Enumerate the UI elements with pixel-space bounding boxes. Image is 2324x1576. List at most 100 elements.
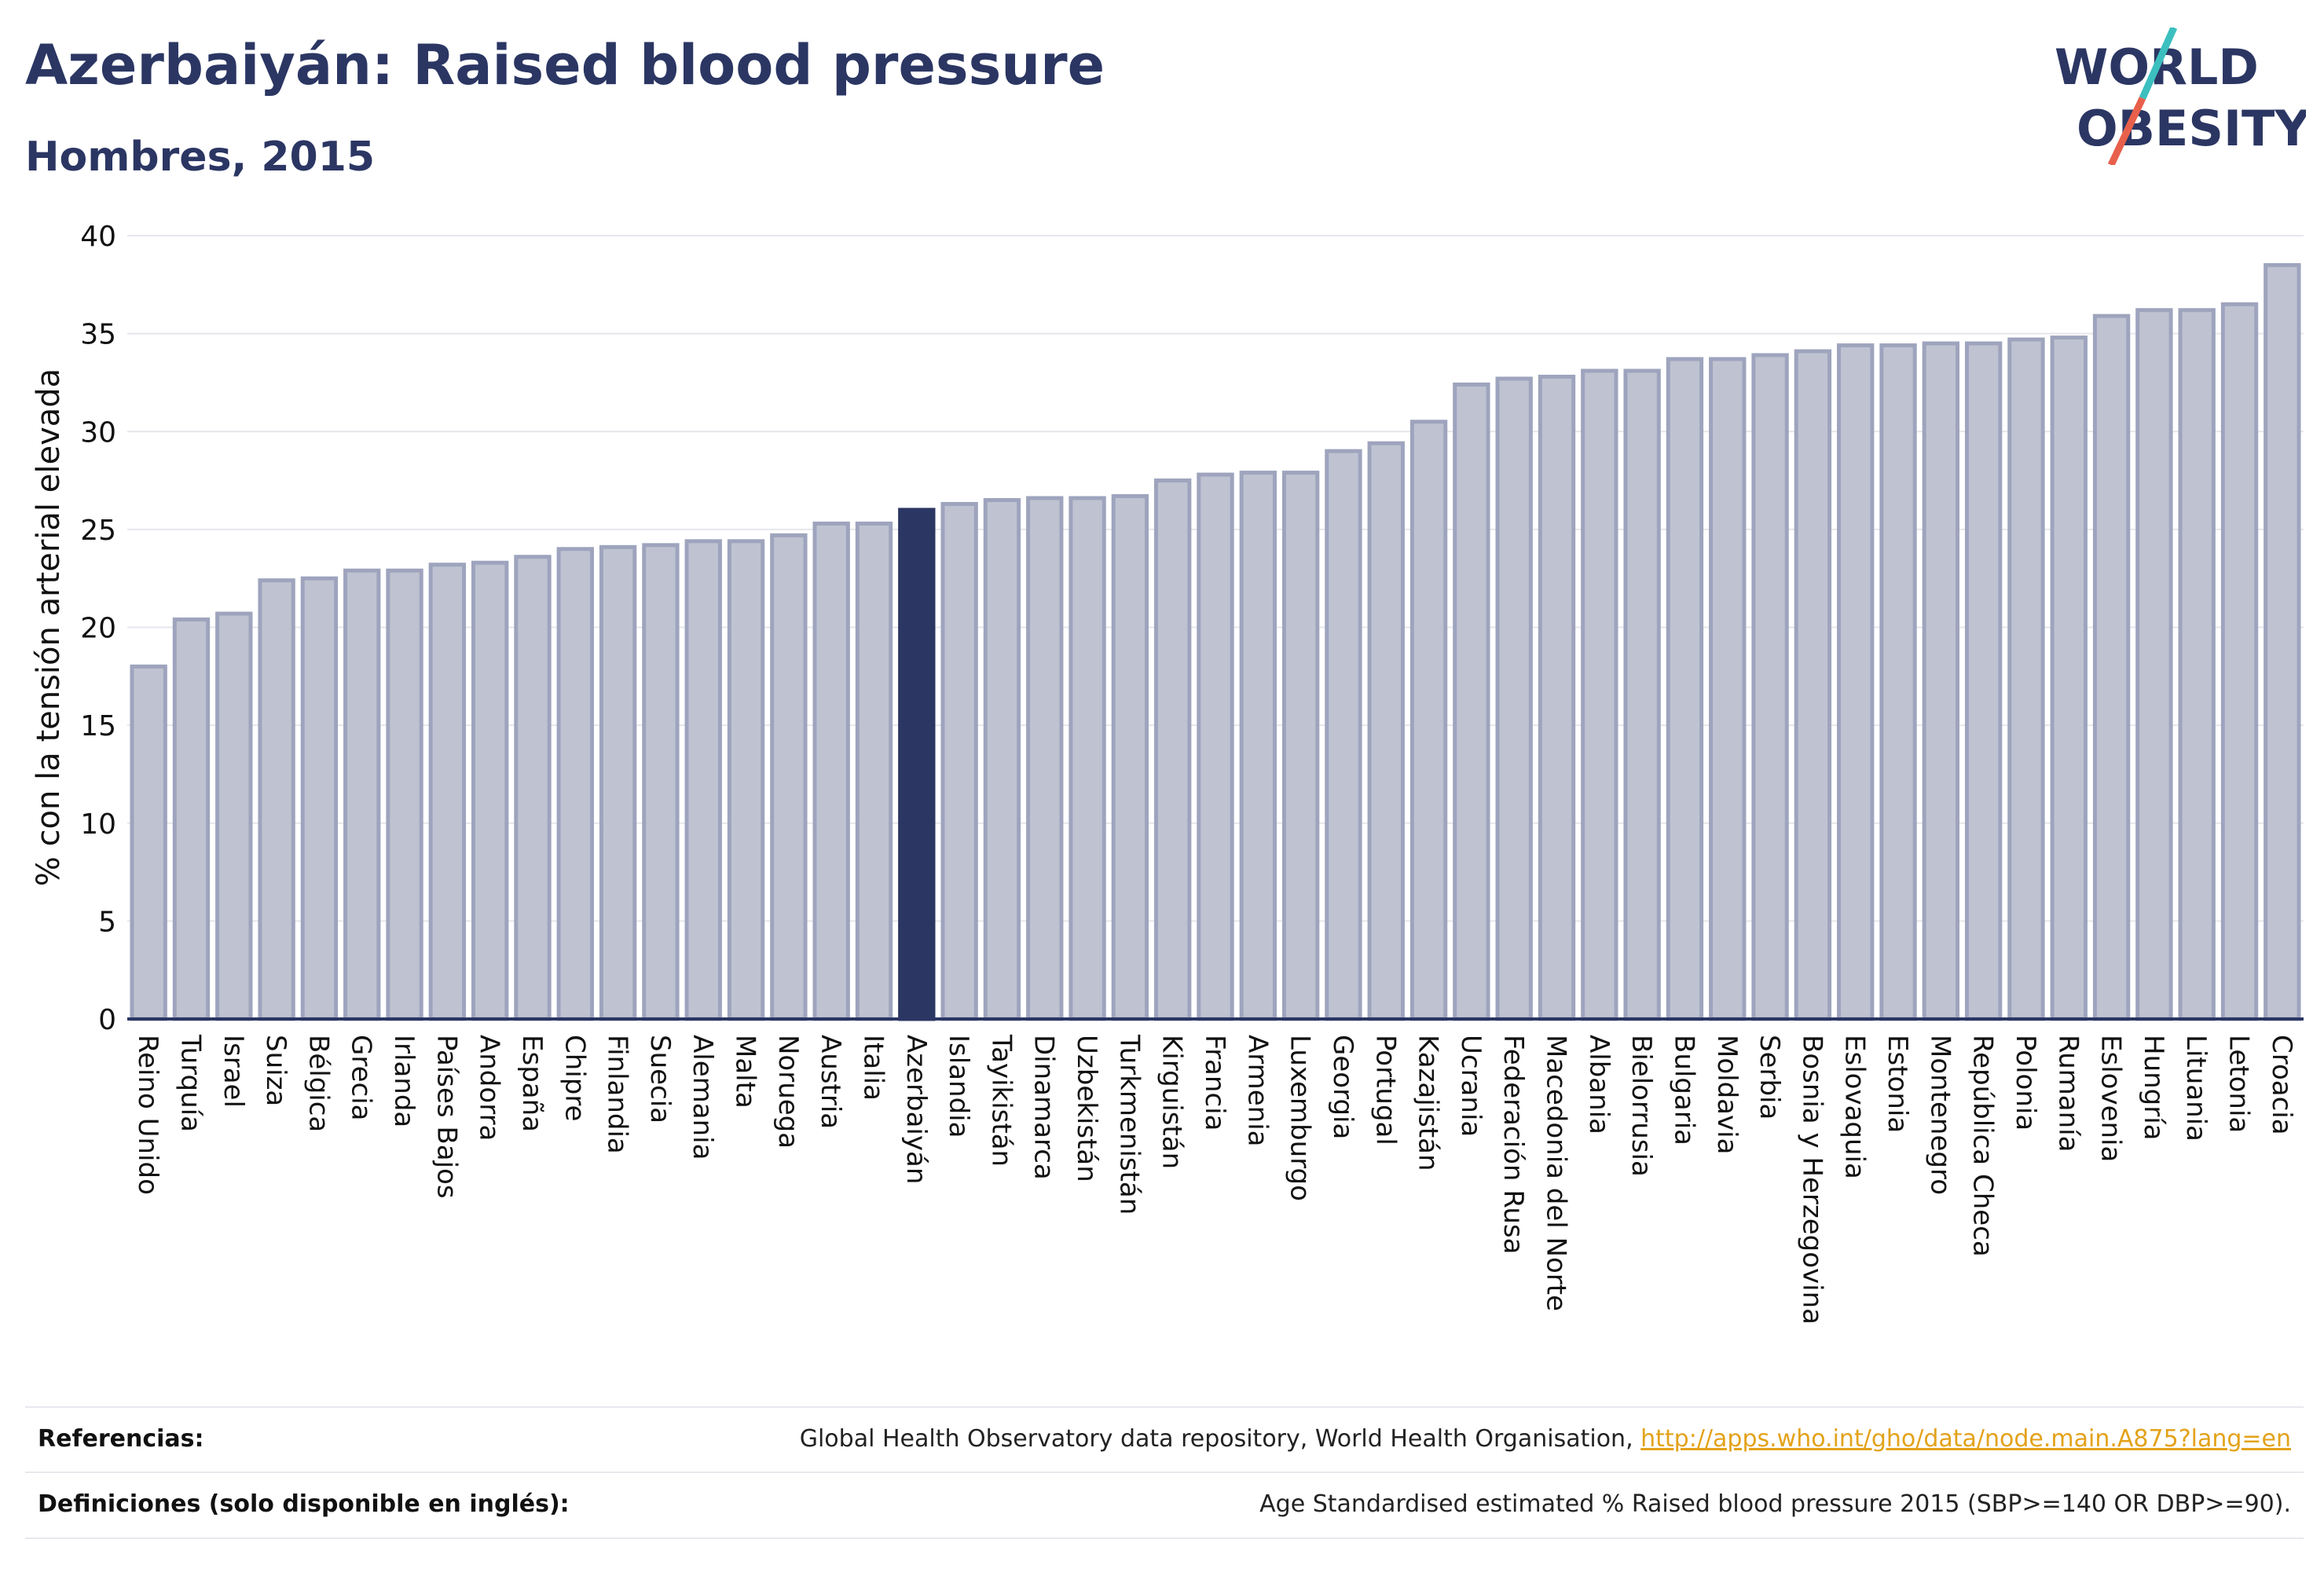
bar-polonia[interactable] — [2007, 337, 2045, 1021]
bar-eslovaquia[interactable] — [1837, 343, 1875, 1021]
bar-italia[interactable] — [855, 521, 893, 1021]
world-obesity-logo: WORLD OBESITY — [2055, 27, 2306, 165]
bar-letonia[interactable] — [2220, 302, 2259, 1021]
x-tick-label: Luxemburgo — [1285, 1035, 1316, 1201]
x-tick-label: Noruega — [772, 1035, 804, 1149]
x-tick-label: Austria — [815, 1035, 846, 1129]
y-tick-label: 10 — [80, 808, 116, 841]
bar-noruega[interactable] — [770, 533, 808, 1021]
x-tick-label: Montenegro — [1924, 1035, 1956, 1195]
bar-kazajistán[interactable] — [1409, 420, 1448, 1021]
bar-islandia[interactable] — [940, 501, 978, 1021]
y-tick-label: 35 — [80, 319, 116, 351]
x-tick-label: Armenia — [1241, 1035, 1273, 1147]
x-tick-label: Hungría — [2138, 1035, 2169, 1141]
x-tick-label: Dinamarca — [1028, 1035, 1060, 1180]
bar-suecia[interactable] — [642, 543, 680, 1021]
bar-bosnia-y-herzegovina[interactable] — [1794, 349, 1832, 1021]
x-tick-label: España — [516, 1035, 548, 1132]
bar-chipre[interactable] — [556, 547, 594, 1021]
bar-lituania[interactable] — [2178, 308, 2216, 1021]
x-tick-label: Islandia — [943, 1035, 974, 1138]
bar-españa[interactable] — [514, 555, 552, 1021]
bar-portugal[interactable] — [1367, 441, 1405, 1021]
bar-macedonia-del-norte[interactable] — [1538, 374, 1576, 1021]
x-tick-label: Suecia — [644, 1035, 676, 1123]
bar-moldavia[interactable] — [1709, 357, 1747, 1021]
bar-uzbekistán[interactable] — [1069, 496, 1106, 1021]
references-text: Global Health Observatory data repositor… — [800, 1425, 2291, 1453]
references-link[interactable]: http://apps.who.int/gho/data/node.main.A… — [1640, 1425, 2291, 1453]
bar-ucrania[interactable] — [1453, 382, 1490, 1021]
bar-grecia[interactable] — [343, 568, 381, 1021]
bar-bielorrusia[interactable] — [1623, 368, 1661, 1021]
x-tick-label: Eslovenia — [2095, 1035, 2127, 1162]
references-label: Referencias: — [38, 1425, 204, 1453]
y-tick-label: 5 — [98, 906, 116, 938]
x-tick-label: Kirguistán — [1157, 1035, 1188, 1169]
bar-serbia[interactable] — [1751, 353, 1789, 1021]
x-tick-label: Eslovaquia — [1839, 1035, 1871, 1179]
bar-luxemburgo[interactable] — [1281, 471, 1320, 1021]
x-tick-label: Serbia — [1754, 1035, 1785, 1120]
x-tick-label: Azerbaiyán — [900, 1035, 932, 1184]
x-tick-label: Ucrania — [1455, 1035, 1486, 1137]
bar-república-checa[interactable] — [1964, 341, 2003, 1021]
bar-finlandia[interactable] — [599, 544, 637, 1021]
bar-turquía[interactable] — [172, 618, 211, 1021]
bar-estonia[interactable] — [1879, 343, 1917, 1021]
logo-slash-red — [2107, 97, 2146, 165]
bar-israel[interactable] — [215, 611, 253, 1021]
x-tick-label: Portugal — [1369, 1035, 1401, 1145]
bar-kirguistán[interactable] — [1154, 478, 1192, 1021]
bar-alemania[interactable] — [684, 539, 722, 1021]
x-tick-label: Bielorrusia — [1626, 1035, 1657, 1177]
bar-croacia[interactable] — [2264, 262, 2301, 1021]
bar-suiza[interactable] — [258, 578, 295, 1021]
x-tick-label: Francia — [1199, 1035, 1230, 1131]
definitions-label: Definiciones (solo disponible en inglés)… — [38, 1490, 570, 1518]
x-tick-label: Polonia — [2010, 1035, 2041, 1131]
bars — [130, 262, 2301, 1021]
y-tick-label: 0 — [98, 1004, 116, 1036]
x-tick-label: Israel — [218, 1035, 249, 1108]
bar-montenegro[interactable] — [1922, 341, 1960, 1021]
bar-andorra[interactable] — [471, 560, 509, 1021]
bar-malta[interactable] — [727, 539, 765, 1021]
bar-azerbaiyán[interactable] — [898, 508, 936, 1021]
bar-bulgaria[interactable] — [1666, 357, 1704, 1021]
bar-países-bajos[interactable] — [428, 563, 467, 1021]
bar-rumanía[interactable] — [2050, 335, 2088, 1021]
x-tick-label: Uzbekistán — [1071, 1035, 1102, 1182]
x-tick-label: Lituania — [2180, 1035, 2212, 1142]
bar-georgia[interactable] — [1325, 449, 1362, 1021]
bar-albania[interactable] — [1581, 368, 1618, 1021]
bar-chart: 0 5 10 15 20 25 30 35 40 Reino Unido Turquía Israe… — [31, 221, 2304, 1325]
bar-dinamarca[interactable] — [1026, 496, 1064, 1021]
x-tick-label: Italia — [857, 1035, 889, 1101]
bar-eslovenia[interactable] — [2092, 313, 2131, 1021]
bar-federación-rusa[interactable] — [1495, 376, 1533, 1021]
footer-divider — [25, 1538, 2304, 1539]
bar-reino-unido[interactable] — [130, 664, 167, 1021]
y-tick-label: 15 — [80, 710, 116, 742]
bar-austria[interactable] — [812, 521, 850, 1021]
x-tick-label: Kazajistán — [1413, 1035, 1444, 1171]
chart-subtitle: Hombres, 2015 — [25, 134, 376, 181]
bar-armenia[interactable] — [1239, 471, 1277, 1021]
bar-turkmenistán[interactable] — [1111, 494, 1149, 1021]
references-source: Global Health Observatory data repositor… — [799, 1425, 1641, 1453]
x-tick-label: República Checa — [1967, 1035, 1999, 1257]
x-tick-label: Turkmenistán — [1113, 1034, 1145, 1215]
x-tick-label: Andorra — [474, 1035, 505, 1141]
bar-irlanda[interactable] — [386, 568, 423, 1021]
y-tick-label: 20 — [80, 613, 116, 645]
bar-bélgica[interactable] — [300, 576, 339, 1021]
y-tick-label: 25 — [80, 515, 116, 547]
bar-tayikistán[interactable] — [983, 497, 1021, 1021]
x-tick-label: Macedonia del Norte — [1541, 1035, 1572, 1311]
x-tick-label: Georgia — [1327, 1035, 1358, 1139]
bar-francia[interactable] — [1197, 472, 1234, 1021]
x-tick-label: Tayikistán — [985, 1034, 1017, 1167]
bar-hungría[interactable] — [2135, 308, 2173, 1021]
